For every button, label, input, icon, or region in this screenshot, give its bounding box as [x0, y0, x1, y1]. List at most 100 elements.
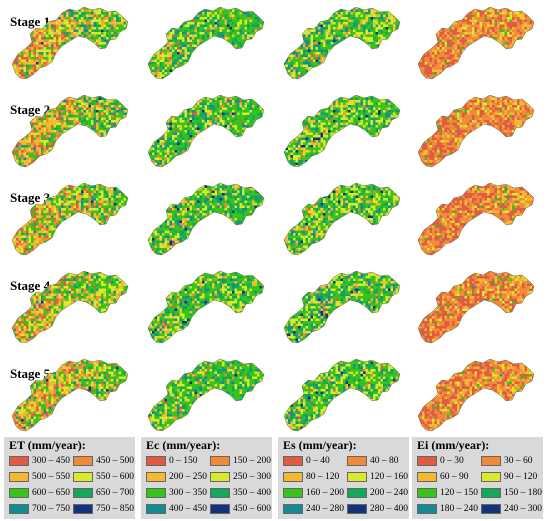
legend-item: 80 – 120	[280, 470, 344, 484]
legend-swatch	[347, 488, 367, 498]
basin-map	[11, 270, 129, 344]
map-ec-stage-2	[142, 90, 274, 170]
legend-item: 750 – 850	[70, 502, 134, 516]
legend-item-label: 160 – 200	[306, 486, 344, 500]
basin-map	[11, 94, 129, 168]
map-ec-stage-3	[142, 178, 274, 258]
legend-swatch	[146, 472, 166, 482]
map-ei-stage-2	[412, 90, 544, 170]
legend-item-label: 40 – 80	[370, 454, 399, 468]
legend-swatch	[481, 504, 501, 514]
legend-item-label: 0 – 40	[306, 454, 330, 468]
basin-map	[11, 358, 129, 432]
basin-map	[283, 270, 401, 344]
map-es-stage-3	[278, 178, 410, 258]
legend-title: Ei (mm/year):	[417, 438, 489, 453]
map-es-stage-4	[278, 266, 410, 346]
legend-swatch	[417, 456, 437, 466]
legend-swatch	[417, 488, 437, 498]
legend-item: 90 – 120	[478, 470, 542, 484]
basin-map	[283, 358, 401, 432]
legend-swatch	[146, 456, 166, 466]
legend-title: Ec (mm/year):	[146, 438, 220, 453]
legend-swatch	[210, 504, 230, 514]
legend-item: 0 – 150	[143, 454, 207, 468]
legend-item-label: 700 – 750	[32, 502, 70, 516]
legend-swatch	[417, 472, 437, 482]
legend-item: 600 – 650	[6, 486, 70, 500]
legend-ec: Ec (mm/year): 0 – 150 150 – 200 200 – 250 25…	[141, 437, 272, 519]
legend-swatch	[481, 472, 501, 482]
legend-swatch	[210, 456, 230, 466]
legend-item-label: 750 – 850	[96, 502, 134, 516]
legend-item-label: 650 – 700	[96, 486, 134, 500]
legend-item-label: 30 – 60	[504, 454, 533, 468]
legend-swatch	[347, 472, 367, 482]
legend-item: 280 – 400	[344, 502, 408, 516]
legend-item: 550 – 600	[70, 470, 134, 484]
map-ei-stage-4	[412, 266, 544, 346]
legend-item-label: 120 – 160	[370, 470, 408, 484]
legend-item-label: 80 – 120	[306, 470, 339, 484]
basin-map	[11, 182, 129, 256]
legend-swatch	[210, 472, 230, 482]
basin-map	[417, 358, 535, 432]
basin-map	[417, 270, 535, 344]
legend-swatch	[283, 488, 303, 498]
legend-item: 30 – 60	[478, 454, 542, 468]
legend-item-label: 200 – 250	[169, 470, 207, 484]
legend-item-label: 600 – 650	[32, 486, 70, 500]
legend-item: 60 – 90	[414, 470, 478, 484]
basin-map	[283, 6, 401, 80]
legend-item-label: 180 – 240	[440, 502, 478, 516]
legend-et: ET (mm/year): 300 – 450 450 – 500 500 – 550…	[4, 437, 135, 519]
legend-item: 500 – 550	[6, 470, 70, 484]
legend-item-label: 150 – 180	[504, 486, 542, 500]
legend-item-label: 120 – 150	[440, 486, 478, 500]
legend-swatch	[73, 504, 93, 514]
legend-item: 200 – 250	[143, 470, 207, 484]
legend-swatch	[283, 456, 303, 466]
legend-item-label: 500 – 550	[32, 470, 70, 484]
legend-item-label: 350 – 400	[233, 486, 271, 500]
map-et-stage-2	[6, 90, 138, 170]
legend-swatch	[481, 488, 501, 498]
legend-item: 240 – 280	[280, 502, 344, 516]
legend-item-label: 0 – 30	[440, 454, 464, 468]
basin-map	[11, 6, 129, 80]
legend-swatch	[73, 456, 93, 466]
stage-label: Stage 1	[10, 14, 50, 30]
map-ec-stage-5	[142, 354, 274, 434]
basin-map	[283, 182, 401, 256]
legend-item-label: 400 – 450	[169, 502, 207, 516]
map-ei-stage-3	[412, 178, 544, 258]
map-ec-stage-4	[142, 266, 274, 346]
stage-label: Stage 4	[10, 278, 50, 294]
legend-swatch	[73, 472, 93, 482]
legend-item-label: 200 – 240	[370, 486, 408, 500]
legend-item-label: 90 – 120	[504, 470, 537, 484]
legend-item-label: 250 – 300	[233, 470, 271, 484]
legend-item: 120 – 150	[414, 486, 478, 500]
basin-map	[283, 94, 401, 168]
legend-area: ET (mm/year): 300 – 450 450 – 500 500 – 550…	[4, 437, 546, 519]
map-et-stage-1	[6, 2, 138, 82]
legend-item-label: 550 – 600	[96, 470, 134, 484]
legend-item-label: 240 – 300	[504, 502, 542, 516]
map-es-stage-1	[278, 2, 410, 82]
legend-item-label: 450 – 600	[233, 502, 271, 516]
legend-swatch	[9, 456, 29, 466]
map-et-stage-3	[6, 178, 138, 258]
legend-es: Es (mm/year): 0 – 40 40 – 80 80 – 120 120 – …	[278, 437, 409, 519]
legend-item: 150 – 200	[207, 454, 271, 468]
map-ec-stage-1	[142, 2, 274, 82]
legend-item: 300 – 450	[6, 454, 70, 468]
legend-item-label: 300 – 450	[32, 454, 70, 468]
legend-item-label: 0 – 150	[169, 454, 198, 468]
legend-title: Es (mm/year):	[283, 438, 357, 453]
legend-swatch	[73, 488, 93, 498]
basin-map	[147, 182, 265, 256]
legend-item-label: 60 – 90	[440, 470, 469, 484]
legend-swatch	[210, 488, 230, 498]
legend-item: 180 – 240	[414, 502, 478, 516]
